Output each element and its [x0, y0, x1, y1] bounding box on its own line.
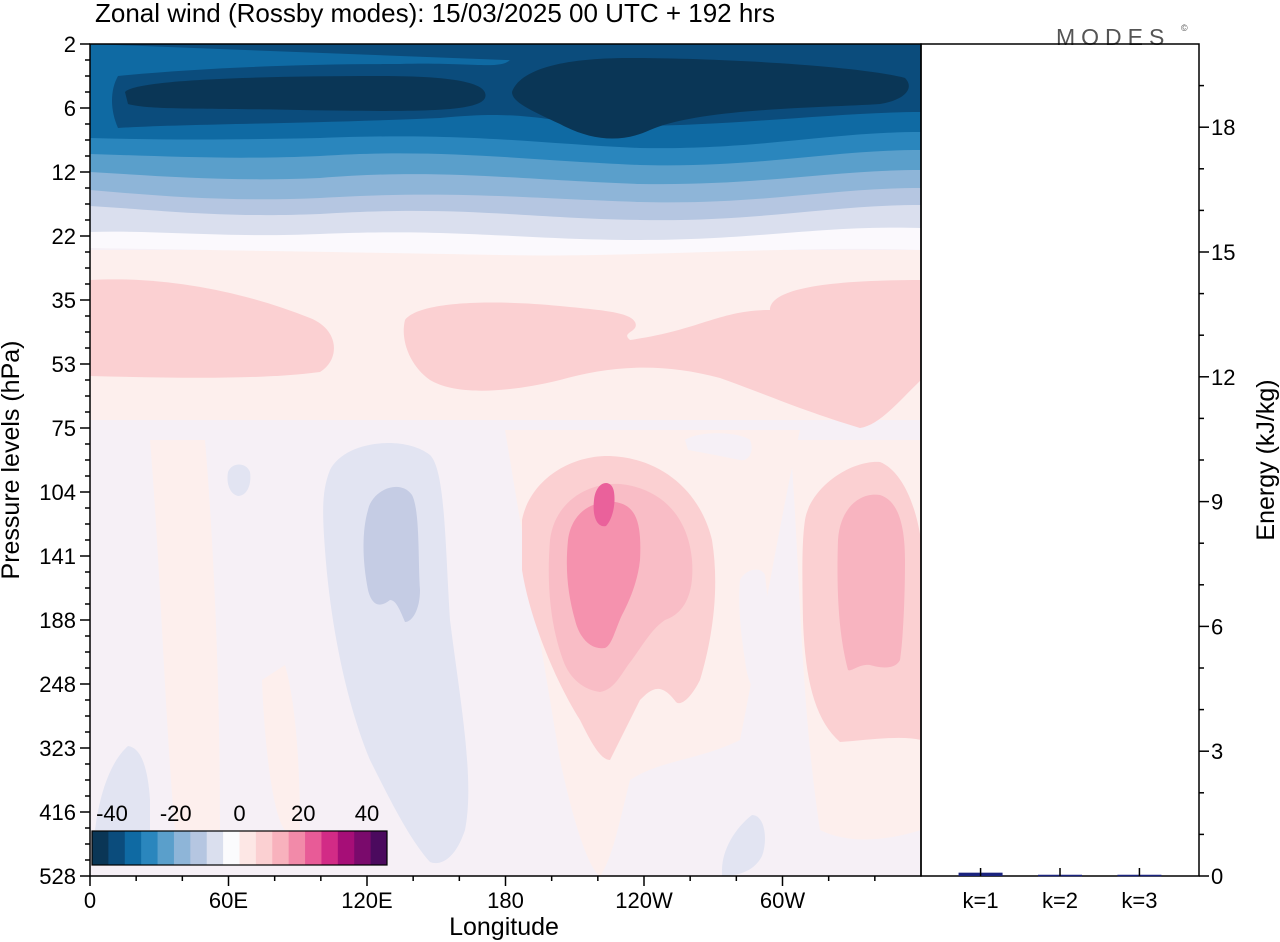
pressure-tick-label: 12	[52, 160, 76, 185]
right-axis-label: Energy (kJ/kg)	[1252, 379, 1280, 540]
contour-band-neg-40-core-west	[125, 76, 486, 111]
energy-category-label: k=2	[1042, 888, 1078, 913]
contour-band-neg-5-surface-east	[722, 815, 765, 876]
contour-band-weak-positive-central	[262, 665, 300, 830]
contour-field	[90, 44, 921, 876]
pressure-tick-label: 6	[64, 96, 76, 121]
energy-tick-label: 12	[1211, 365, 1235, 390]
pressure-tick-label: 528	[39, 864, 76, 889]
colorbar-swatch	[239, 831, 257, 865]
pressure-tick-label: 22	[52, 224, 76, 249]
colorbar: -40 -20 0 20 40	[91, 801, 388, 866]
colorbar-swatch	[321, 831, 339, 865]
contour-band-pos-15-110w	[566, 501, 641, 649]
pressure-tick-label: 2	[64, 32, 76, 57]
colorbar-swatch	[206, 831, 224, 865]
contour-band-neg-5-tongue-east	[739, 569, 773, 700]
pressure-tick-label: 35	[52, 288, 76, 313]
energy-tick-label: 0	[1211, 864, 1223, 889]
colorbar-tick-label: 20	[291, 801, 315, 826]
energy-category-label: k=1	[963, 888, 999, 913]
contour-band-neg-5-60e	[227, 464, 251, 496]
energy-tick-label: 15	[1211, 240, 1235, 265]
colorbar-tick-label: -40	[96, 801, 128, 826]
colorbar-swatch	[337, 831, 355, 865]
modes-logo: MODES	[1056, 24, 1170, 50]
longitude-tick-label: 120W	[615, 888, 673, 913]
energy-tick-label: 9	[1211, 490, 1223, 515]
colorbar-swatch	[288, 831, 306, 865]
colorbar-swatch	[255, 831, 273, 865]
contour-band-pos-10-20w	[837, 494, 905, 671]
longitude-tick-label: 180	[487, 888, 524, 913]
longitude-tick-label: 60E	[209, 888, 248, 913]
pressure-tick-label: 104	[39, 480, 76, 505]
colorbar-swatch	[223, 831, 240, 865]
contour-band-weak-positive-west	[150, 440, 220, 830]
energy-tick-label: 6	[1211, 614, 1223, 639]
colorbar-swatches	[92, 831, 387, 865]
pressure-tick-label: 416	[39, 800, 76, 825]
energy-panel-frame	[920, 43, 1200, 877]
contour-band-neg-10-120e	[363, 486, 420, 622]
contour-band-zero-notch	[685, 433, 752, 461]
colorbar-swatch	[108, 831, 126, 865]
x-axis-label: Longitude	[449, 913, 559, 941]
colorbar-swatch	[305, 831, 322, 865]
colorbar-frame	[91, 830, 388, 866]
left-axis-label: Pressure levels (hPa)	[0, 341, 25, 580]
contour-band-pos-5-west	[90, 279, 334, 378]
colorbar-swatch	[370, 831, 387, 865]
pressure-tick-label: 188	[39, 608, 76, 633]
colorbar-swatch	[272, 831, 290, 865]
colorbar-swatch	[92, 831, 109, 865]
energy-axis: 0 3 6 9 12 15 18	[1199, 84, 1235, 889]
pressure-tick-label: 141	[39, 544, 76, 569]
colorbar-swatch	[173, 831, 191, 865]
contour-band-pos-5-central-east	[403, 280, 921, 428]
pressure-tick-label: 323	[39, 736, 76, 761]
colorbar-tick-label: -20	[160, 801, 192, 826]
colorbar-tick-label: 40	[355, 801, 379, 826]
colorbar-labels: -40 -20 0 20 40	[96, 801, 379, 826]
contour-band-neg-40-core-east	[512, 58, 909, 139]
energy-tick-label: 18	[1211, 115, 1235, 140]
logo-copyright-mark: ©	[1181, 23, 1188, 33]
pressure-tick-label: 53	[52, 352, 76, 377]
energy-category-labels: k=1 k=2 k=3	[963, 868, 1157, 913]
colorbar-swatch	[124, 831, 142, 865]
colorbar-swatch	[141, 831, 159, 865]
contour-band-neg-5-120e	[323, 443, 469, 864]
longitude-axis: 0 60E 120E 180 120W 60W	[84, 876, 876, 913]
chart-title: Zonal wind (Rossby modes): 15/03/2025 00…	[95, 0, 775, 28]
contour-band-neg-5-surface-west	[95, 746, 150, 830]
longitude-tick-label: 120E	[341, 888, 392, 913]
longitude-tick-label: 60W	[760, 888, 805, 913]
contour-band-pos-20-110w	[593, 482, 615, 527]
energy-category-label: k=3	[1121, 888, 1157, 913]
energy-tick-label: 3	[1211, 739, 1223, 764]
longitude-tick-label: 0	[84, 888, 96, 913]
colorbar-swatch	[157, 831, 175, 865]
colorbar-swatch	[354, 831, 372, 865]
pressure-tick-label: 75	[52, 416, 76, 441]
pressure-axis: 2 6 12 22 35 53 75 104 141 188 248 323 416 528	[39, 32, 90, 889]
pressure-tick-label: 248	[39, 672, 76, 697]
colorbar-swatch	[190, 831, 208, 865]
colorbar-tick-label: 0	[233, 801, 245, 826]
